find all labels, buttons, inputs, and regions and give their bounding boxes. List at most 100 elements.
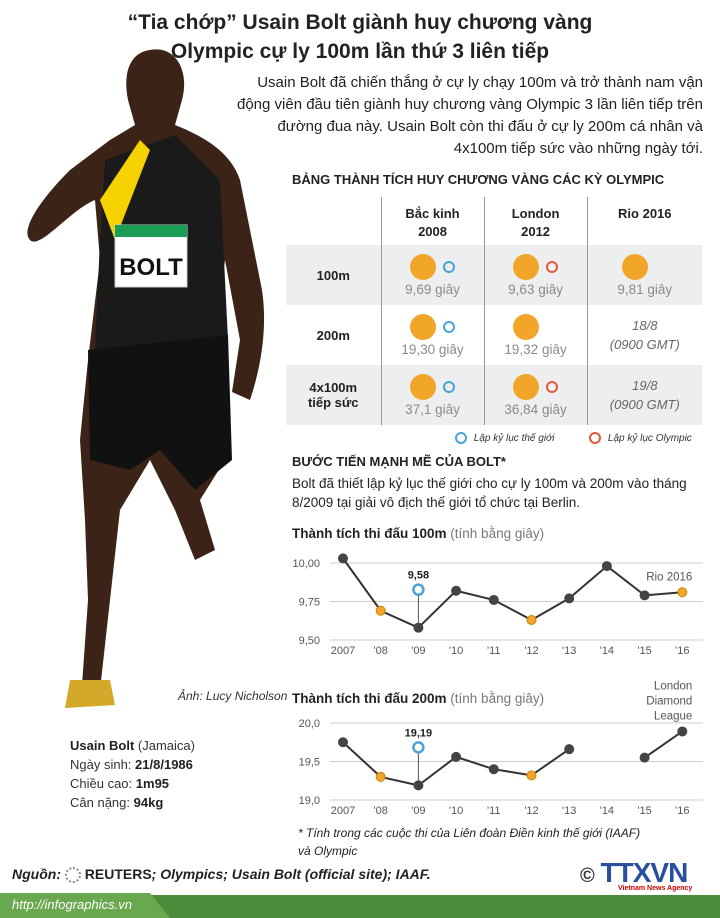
chart-100m: 9,50 9,75 10,00 2007 '08 '09 '10 '11 '12 '13 '14 '1… [292,553,703,657]
source-line: Nguồn: REUTERS; Olympics; Usain Bolt (of… [12,866,431,884]
data-point [564,744,575,755]
result-time: 9,69 giây [405,281,460,297]
result-time: 9,63 giây [508,281,563,297]
x-tick-label: '08 [374,645,388,657]
bio-birth: 21/8/1986 [135,757,193,772]
annotation-label: Rio 2016 [646,571,692,583]
world-record-marker [412,583,425,596]
gold-medal-icon [513,373,540,400]
result-cell: 18/8 (0900 GMT) [586,305,702,365]
olympic-record-icon [589,432,602,444]
footnote-line: * Tính trong các cuộc thi của Liên đoàn … [298,826,641,840]
x-tick-label: '14 [600,805,614,817]
x-tick-label: 2007 [331,645,355,657]
event-time: (0900 GMT) [609,397,680,412]
row-label-line: tiếp sức [307,395,359,410]
column-header: Bắc kinh 2008 [380,197,485,245]
data-point [413,780,424,791]
chart-200m-title: Thành tích thi đấu 200m (tính bằng giây) [292,691,544,706]
chart-100m-title: Thành tích thi đấu 100m (tính bằng giây) [292,526,544,541]
table-row: 100m 9,69 giây 9,63 giây 9,81 giây [286,245,702,305]
bio-height: 1m95 [135,776,170,791]
data-point [451,585,462,596]
gold-medal-icon [410,313,437,340]
data-point [639,590,650,601]
chart-title-main: Thành tích thi đấu 100m [292,526,447,541]
section-text: Bolt đã thiết lập kỷ lục thế giới cho cự… [292,476,687,510]
column-header-line: Rio 2016 [618,206,672,221]
site-link[interactable]: http://infographics.vn [0,893,170,918]
event-date: 18/8 [632,318,658,333]
intro-text: Usain Bolt đã chiến thắng ở cự ly chạy 1… [236,74,703,157]
source-reuters: REUTERS [84,866,152,882]
world-record-marker [412,741,425,754]
column-header-line: London [511,206,560,221]
table-title: BẢNG THÀNH TÍCH HUY CHƯƠNG VÀNG CÁC KỲ O… [292,172,665,187]
row-label-line: 200m [316,327,350,343]
x-tick-label: '08 [374,805,388,817]
series-line-segment [417,756,457,787]
olympic-point [526,614,537,625]
source-rest: ; Olympics; Usain Bolt (official site); … [151,866,431,882]
gold-medal-icon [622,253,649,280]
series-line-segment [644,591,683,597]
gold-medal-icon [513,253,540,280]
x-tick-label: '10 [449,645,463,657]
series-line-segment [342,741,382,778]
series-line-segment [380,609,419,629]
x-tick-label: '12 [524,645,538,657]
series-line-segment [644,730,683,759]
world-record-icon [443,380,456,393]
athlete-bio: Usain Bolt (Jamaica) Ngày sinh: 21/8/198… [70,736,195,812]
photo-caption: Ảnh: Lucy Nicholson [178,689,288,703]
athlete-photo: BOLT [27,49,265,708]
bib-text: BOLT [119,254,183,281]
event-time: (0900 GMT) [609,337,680,352]
data-point [639,752,650,763]
x-tick-label: '15 [637,645,651,657]
footer-bar [0,895,720,918]
bio-country: (Jamaica) [137,738,195,753]
table-row: 200m 19,30 giây 19,32 giây 18/8 (0900 GMT) [286,305,702,365]
x-tick-label: '11 [487,645,501,657]
result-time: 37,1 giây [405,401,460,417]
x-tick-label: '16 [675,805,689,817]
series-line-segment [493,768,532,777]
x-tick-label: '10 [449,805,463,817]
x-tick-label: '09 [411,805,425,817]
y-tick-label: 9,50 [299,635,320,647]
world-record-icon [443,320,456,333]
gold-medal-icon [410,373,437,400]
annotation-label: London Diamond League [646,680,692,722]
row-label: 4x100m tiếp sức [286,365,381,425]
result-time: 36,84 giây [504,401,567,417]
reuters-logo-icon [64,867,81,884]
result-time: 19,32 giây [504,341,567,357]
olympic-point [677,587,688,598]
x-tick-label: '11 [487,805,501,817]
olympic-record-icon [546,260,559,273]
page-title: “Tia chớp” Usain Bolt giành huy chương v… [127,11,593,63]
x-tick-label: '16 [675,645,689,657]
olympic-record-icon [546,380,559,393]
chart-subtitle: (tính bằng giây) [450,526,545,541]
data-point [413,622,424,633]
footnote-line: và Olympic [298,844,358,858]
column-header-line: Bắc kinh [405,206,460,221]
x-tick-label: '13 [562,645,576,657]
y-tick-label: 20,0 [299,718,320,730]
result-cell: 9,63 giây [483,245,588,305]
data-point [564,593,575,604]
column-header-line: 2008 [418,224,447,239]
row-label-line: 4x100m [309,380,358,395]
logo-sub: Vietnam News Agency [618,885,693,893]
series-line-segment [455,755,495,771]
record-label: 9,58 [408,570,429,582]
x-tick-label: '09 [411,645,425,657]
result-time: 9,81 giây [617,281,673,297]
olympic-point [375,605,386,616]
record-label: 19,19 [405,727,433,739]
data-point [601,561,612,572]
table-corner [286,197,381,245]
world-record-icon [455,432,467,444]
